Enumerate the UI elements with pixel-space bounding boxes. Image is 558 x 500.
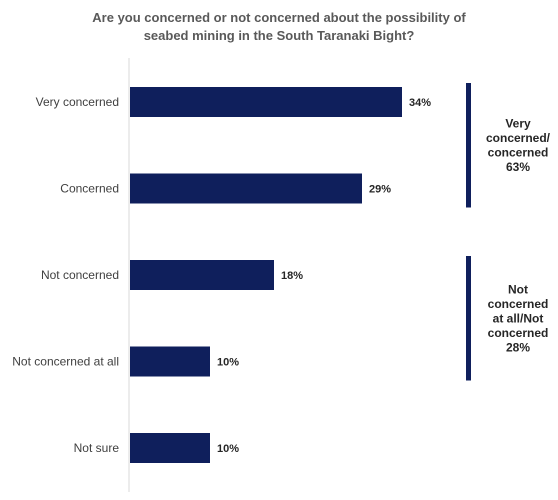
chart-title-line: Are you concerned or not concerned about… — [92, 10, 466, 25]
bar — [130, 173, 362, 204]
category-label: Not concerned at all — [12, 355, 119, 369]
chart-title-line: seabed mining in the South Taranaki Bigh… — [144, 28, 415, 43]
group-label: concerned — [488, 146, 549, 160]
category-label: Very concerned — [36, 95, 119, 109]
data-label: 18% — [281, 270, 303, 282]
group-brackets: Veryconcerned/concerned63%Notconcernedat… — [466, 83, 551, 381]
bar — [130, 260, 274, 290]
group-label: Not — [508, 282, 528, 296]
chart-title: Are you concerned or not concerned about… — [92, 10, 466, 43]
bar — [130, 433, 210, 463]
category-label: Not sure — [74, 441, 120, 455]
bar — [130, 87, 402, 117]
data-label: 10% — [217, 357, 239, 369]
group-bracket — [466, 83, 471, 208]
bars: Very concerned 34% Concerned 29% Not concern… — [12, 87, 431, 463]
group-label: 63% — [506, 160, 530, 174]
group-label: 28% — [506, 340, 530, 354]
group-label: concerned — [488, 297, 549, 311]
group-label: at all/Not — [493, 311, 544, 325]
group-label: Very — [505, 117, 531, 131]
bar — [130, 346, 210, 377]
data-label: 34% — [409, 97, 431, 109]
category-label: Concerned — [60, 182, 119, 196]
category-label: Not concerned — [41, 268, 119, 282]
data-label: 10% — [217, 443, 239, 455]
group-bracket — [466, 256, 471, 381]
data-label: 29% — [369, 184, 391, 196]
group-label: concerned/ — [486, 131, 551, 145]
group-label: concerned — [488, 326, 549, 340]
